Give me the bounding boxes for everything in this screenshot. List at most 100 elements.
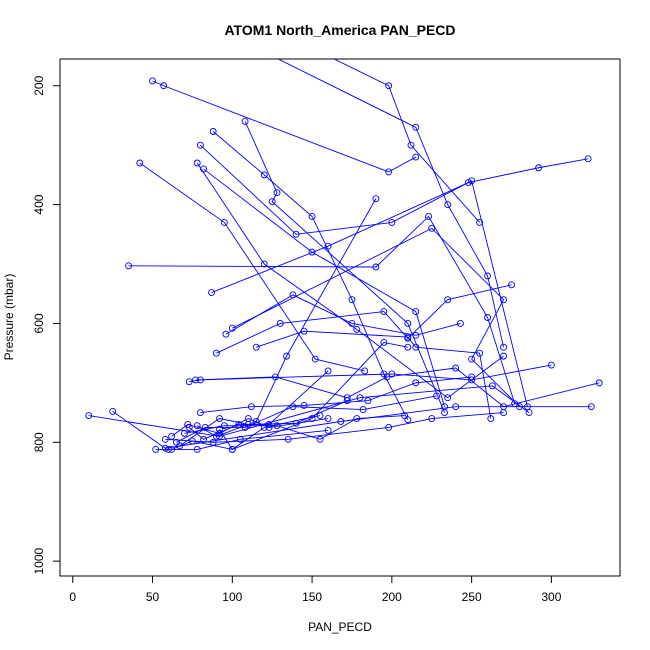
data-point	[200, 165, 208, 173]
x-tick-label: 0	[69, 590, 76, 604]
data-series	[173, 392, 440, 446]
x-axis: 0 50 100 150 200 250 300	[69, 575, 562, 604]
data-point	[404, 343, 412, 351]
data-point	[220, 422, 228, 430]
data-point	[152, 445, 160, 453]
data-point	[316, 435, 324, 443]
data-point	[444, 201, 452, 209]
data-point	[547, 361, 555, 369]
series-line	[277, 59, 504, 348]
data-point	[468, 373, 476, 381]
data-point	[196, 141, 204, 149]
data-point	[228, 324, 236, 332]
data-point	[464, 179, 472, 187]
data-point	[222, 330, 230, 338]
data-point	[412, 308, 420, 316]
data-point	[241, 117, 249, 125]
data-series	[270, 59, 507, 351]
data-point	[372, 195, 380, 203]
series-line	[196, 198, 377, 437]
y-tick-label: 200	[32, 75, 46, 95]
data-point	[353, 325, 361, 333]
data-series	[193, 159, 507, 402]
data-point	[168, 445, 176, 453]
data-point	[428, 224, 436, 232]
data-point	[484, 272, 492, 280]
data-point	[180, 429, 188, 437]
data-point	[361, 367, 369, 375]
data-point	[326, 59, 330, 60]
series-line	[112, 406, 592, 449]
data-point	[216, 415, 223, 422]
data-point	[433, 392, 440, 400]
data-point	[176, 442, 184, 450]
data-series	[252, 327, 495, 422]
data-point	[385, 168, 393, 176]
data-point	[235, 421, 243, 428]
data-point	[109, 407, 117, 415]
y-tick-label: 800	[32, 432, 46, 452]
data-point	[165, 445, 172, 453]
series-line	[219, 341, 408, 450]
series-line	[211, 158, 589, 293]
data-point	[324, 367, 332, 375]
series-line	[232, 227, 520, 407]
data-point	[196, 409, 204, 417]
data-point	[372, 263, 380, 271]
series-line	[200, 144, 528, 407]
data-series	[193, 195, 380, 440]
series-line	[216, 284, 512, 354]
data-point	[488, 382, 496, 390]
x-tick-label: 100	[222, 590, 242, 604]
data-point	[284, 435, 292, 443]
data-series	[200, 165, 448, 411]
data-point	[425, 213, 432, 220]
data-point	[270, 59, 274, 60]
data-series	[125, 213, 519, 408]
data-point	[292, 230, 300, 238]
x-tick-label: 200	[382, 590, 402, 604]
data-point	[85, 412, 93, 420]
data-series	[136, 159, 369, 375]
data-point	[149, 77, 156, 85]
data-point	[353, 415, 361, 422]
data-point	[412, 379, 420, 387]
data-point	[200, 435, 208, 443]
data-point	[308, 213, 316, 220]
data-point	[404, 319, 412, 327]
x-tick-label: 150	[302, 590, 322, 604]
data-point	[500, 343, 507, 351]
data-point	[457, 319, 464, 327]
series-line	[244, 121, 445, 413]
data-point	[584, 155, 592, 163]
data-point	[308, 415, 316, 422]
y-tick-label: 400	[32, 194, 46, 214]
data-point	[380, 339, 388, 346]
data-point	[260, 171, 268, 179]
data-point	[444, 296, 452, 304]
data-point	[385, 423, 393, 431]
data-point	[444, 394, 452, 402]
series-line	[225, 294, 461, 336]
data-point	[220, 218, 228, 226]
data-point	[404, 334, 412, 342]
y-tick-label: 600	[32, 313, 46, 333]
data-point	[388, 218, 396, 226]
data-point	[388, 370, 396, 378]
x-tick-label: 300	[541, 590, 561, 604]
data-point	[193, 422, 201, 430]
data-series	[185, 367, 332, 443]
data-point	[125, 262, 133, 270]
data-series	[85, 382, 533, 440]
data-series	[149, 77, 420, 176]
data-point	[196, 376, 204, 384]
y-tick-label: 1000	[32, 547, 46, 574]
data-series	[241, 117, 448, 417]
data-point	[337, 418, 345, 425]
data-series	[286, 59, 484, 226]
x-tick-label: 50	[146, 590, 160, 604]
data-point	[428, 415, 436, 422]
data-point	[385, 82, 393, 90]
data-series	[152, 426, 332, 453]
data-series	[212, 281, 515, 357]
